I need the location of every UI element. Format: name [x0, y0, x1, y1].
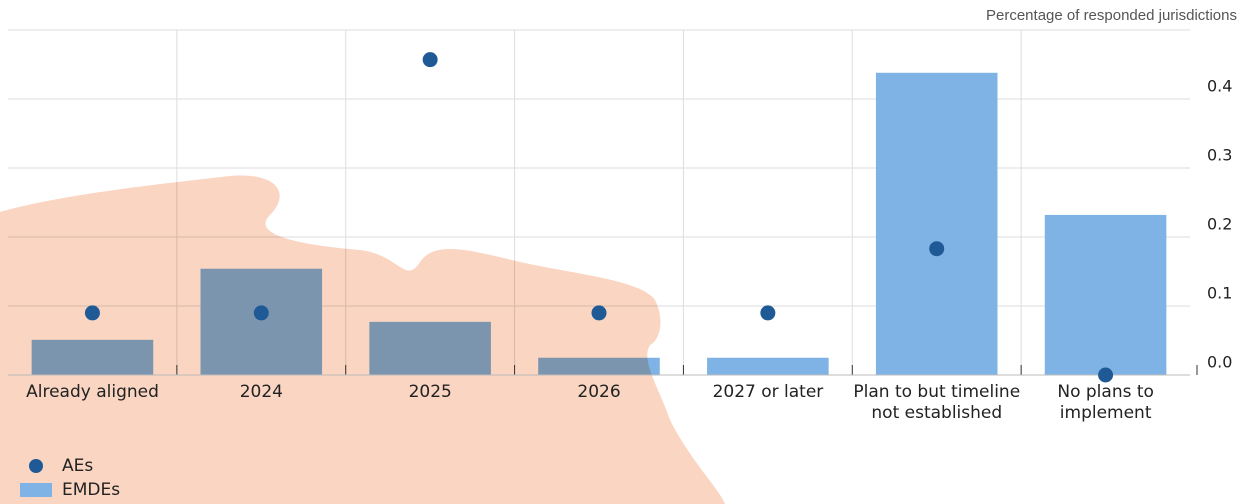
- dot: [1098, 367, 1114, 383]
- legend-swatch: [29, 459, 43, 473]
- x-tick-label: Already aligned: [26, 382, 159, 402]
- x-tick-label: 2025: [408, 382, 452, 402]
- bar: [1044, 214, 1167, 375]
- x-tick-label: 2026: [577, 382, 621, 402]
- x-tick-label: Plan to but timeline not established: [853, 382, 1021, 423]
- y-tick-label: 0.0: [1207, 353, 1232, 372]
- y-tick-label: 0.4: [1207, 77, 1232, 96]
- dot: [591, 305, 607, 321]
- dot: [422, 52, 438, 68]
- x-tick-label: 2024: [239, 382, 283, 402]
- y-tick-label: 0.2: [1207, 215, 1232, 234]
- legend-swatch: [20, 483, 52, 497]
- legend-label: EMDEs: [62, 480, 120, 500]
- overlay-blob: [0, 175, 725, 504]
- bar: [707, 357, 829, 375]
- dot: [760, 305, 776, 321]
- y-tick-label: 0.3: [1207, 146, 1232, 165]
- x-tick-label: No plans to implement: [1057, 382, 1154, 423]
- y-tick-label: 0.1: [1207, 284, 1232, 303]
- legend-label: AEs: [62, 456, 93, 476]
- dot: [253, 305, 269, 321]
- dot: [84, 305, 100, 321]
- dot: [929, 241, 945, 257]
- y-axis-label: Percentage of responded jurisdictions: [986, 7, 1237, 24]
- x-tick-label: 2027 or later: [712, 382, 824, 402]
- bar: [875, 72, 998, 375]
